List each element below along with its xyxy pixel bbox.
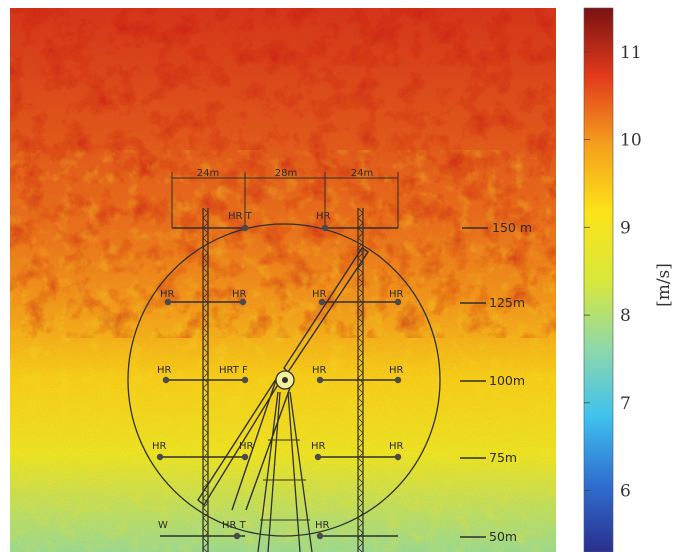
instrument-dot	[162, 376, 170, 384]
height-label-75: 75m	[489, 450, 517, 465]
instrument-label: HR	[389, 441, 404, 452]
instrument-label: HR	[311, 441, 326, 452]
instrument-label: HR	[160, 289, 175, 300]
instrument-dot	[318, 298, 326, 306]
height-label-50: 50m	[489, 529, 517, 544]
height-label-150: 150 m	[492, 220, 532, 235]
instrument-dot	[394, 298, 402, 306]
colorbar-tick-label: 11	[620, 43, 642, 63]
colorbar-label: [m/s]	[654, 263, 674, 307]
colorbar-gradient	[583, 7, 614, 552]
colorbar-tick-label: 9	[620, 218, 631, 238]
instrument-label: HR	[157, 365, 172, 376]
colorbar-tick-label: 8	[620, 306, 631, 326]
instrument-label: HR T	[222, 520, 247, 531]
spacing-label: 24m	[351, 168, 373, 179]
heatmap-field	[10, 8, 556, 552]
instrument-label: HR	[315, 520, 330, 531]
instrument-dot	[233, 532, 241, 540]
instrument-dot	[239, 298, 247, 306]
spacing-label: 28m	[275, 168, 297, 179]
instrument-dot	[164, 298, 172, 306]
instrument-label: HR	[232, 289, 247, 300]
instrument-dot	[394, 453, 402, 461]
instrument-dot	[241, 453, 249, 461]
colorbar-tick-label: 6	[620, 482, 631, 502]
rotor-circle	[127, 223, 441, 537]
instrument-label: HR	[239, 441, 254, 452]
turbine	[197, 247, 369, 552]
instrument-label: HR	[389, 365, 404, 376]
instrument-label: HR T	[228, 211, 253, 222]
colorbar-ticks: 6 7 8 9 10 11	[584, 43, 642, 502]
instrument-label: HR	[316, 211, 331, 222]
instrument-label: HR	[312, 365, 327, 376]
height-label-125: 125m	[489, 295, 525, 310]
instrument-label: W	[158, 520, 168, 531]
colorbar: 6 7 8 9 10 11 [m/s]	[583, 7, 674, 552]
instrument-label: HR	[312, 289, 327, 300]
colorbar-tick-label: 7	[620, 394, 631, 414]
spacing-label: 24m	[197, 168, 219, 179]
instrument-dot	[156, 453, 164, 461]
instrument-booms: HR T HR HR HR HR HR HR HRT F HR HR HR HR HR HR W HR T HR	[152, 211, 404, 540]
colorbar-tick-label: 10	[620, 131, 642, 151]
height-marks: 150 m 125m 100m 75m 50m	[460, 220, 532, 544]
instrument-dot	[314, 453, 322, 461]
instrument-label: HRT F	[219, 365, 248, 376]
height-label-100: 100m	[489, 373, 525, 388]
instrument-dot	[241, 376, 249, 384]
instrument-dot	[394, 376, 402, 384]
instrument-dot	[316, 376, 324, 384]
heatmap-grain	[10, 8, 556, 552]
instrument-label: HR	[152, 441, 167, 452]
instrument-label: HR	[389, 289, 404, 300]
instrument-dot	[316, 532, 324, 540]
instrument-dot	[321, 224, 329, 232]
instrument-dot	[241, 224, 249, 232]
